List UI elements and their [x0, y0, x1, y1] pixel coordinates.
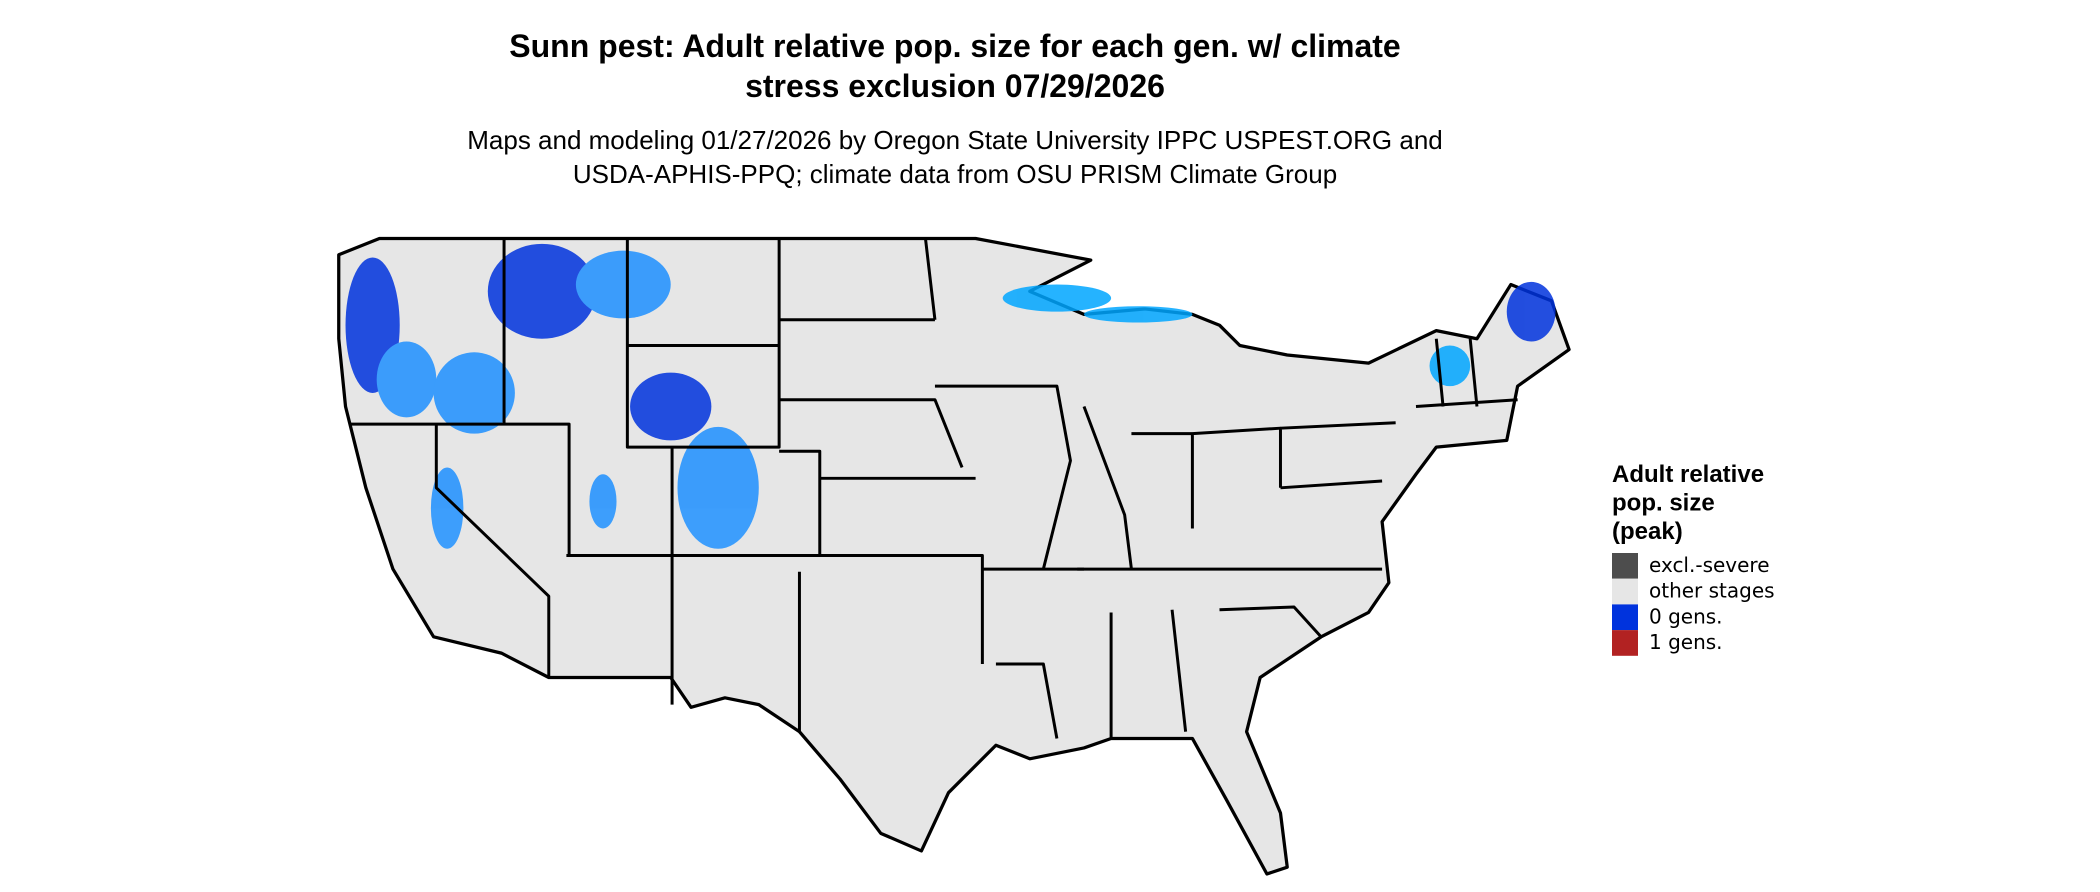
zone	[430, 467, 464, 549]
legend-title: (peak)	[1612, 518, 1683, 545]
title: stress exclusion 07/29/2026	[745, 68, 1165, 104]
titles: Sunn pest: Adult relative pop. size for …	[467, 28, 1443, 189]
legend-label: excl.-severe	[1649, 553, 1770, 577]
zone	[575, 250, 671, 319]
zone	[487, 243, 597, 339]
map	[337, 236, 1571, 876]
state-border	[566, 447, 822, 732]
state-border	[625, 238, 781, 449]
legend-swatch	[1612, 578, 1638, 605]
legend-label: 1 gens.	[1649, 630, 1723, 654]
legend-label: 0 gens.	[1649, 604, 1723, 628]
title: Sunn pest: Adult relative pop. size for …	[509, 28, 1400, 64]
zone	[1506, 281, 1556, 342]
state-border	[934, 384, 1085, 739]
state-border	[1077, 405, 1396, 571]
state-borders	[349, 238, 1518, 739]
zone	[1084, 306, 1193, 323]
legend-label: other stages	[1649, 579, 1775, 603]
subtitle: Maps and modeling 01/27/2026 by Oregon S…	[467, 125, 1443, 155]
zone	[1429, 345, 1471, 387]
climate-zones	[345, 243, 1556, 549]
state-border	[434, 238, 551, 678]
state-border	[1415, 338, 1518, 408]
zone	[677, 426, 759, 549]
state-border	[1109, 479, 1383, 739]
subtitle: USDA-APHIS-PPQ; climate data from OSU PR…	[573, 159, 1337, 189]
state-border	[779, 238, 984, 664]
zone	[1002, 284, 1112, 312]
zone	[630, 372, 712, 441]
zone	[376, 341, 437, 418]
legend-title: pop. size	[1612, 490, 1715, 517]
zone	[433, 352, 515, 434]
legend-swatch	[1612, 604, 1638, 631]
zone	[589, 474, 617, 529]
legend-swatch	[1612, 630, 1638, 656]
legend-title: Adult relative	[1612, 461, 1764, 488]
legend-swatch	[1612, 553, 1638, 579]
